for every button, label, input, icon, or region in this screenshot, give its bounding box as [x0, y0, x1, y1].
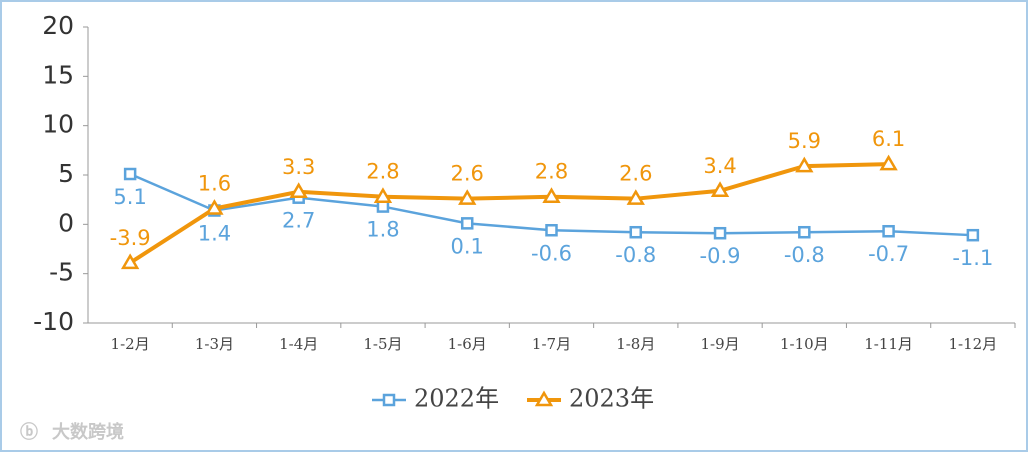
x-tick-label: 1-12月 — [949, 335, 998, 353]
point — [545, 224, 558, 237]
point — [798, 225, 811, 239]
point — [542, 187, 561, 203]
data-label: 2.6 — [451, 162, 484, 186]
point — [882, 224, 895, 238]
y-tick-label: 15 — [42, 60, 74, 89]
point — [205, 199, 224, 215]
data-label: 2.7 — [282, 209, 315, 233]
y-tick-label: -5 — [49, 258, 74, 287]
data-label: 1.8 — [366, 218, 399, 242]
y-tick-label: 5 — [58, 159, 74, 188]
point — [123, 167, 137, 181]
y-tick-label: -10 — [33, 307, 74, 336]
point — [458, 189, 477, 205]
x-tick-label: 1-4月 — [279, 335, 318, 353]
point — [289, 182, 308, 199]
data-label: 5.9 — [788, 129, 821, 153]
x-tick-label: 1-5月 — [363, 335, 402, 353]
data-label: 1.4 — [198, 222, 231, 246]
y-tick-label: 20 — [42, 11, 74, 40]
point — [710, 181, 730, 198]
point — [376, 200, 390, 213]
legend-label: 2023年 — [569, 385, 654, 413]
point — [373, 187, 393, 203]
x-tick-label: 1-6月 — [448, 335, 487, 353]
data-label: 2.6 — [619, 162, 652, 186]
data-label: -0.8 — [615, 243, 656, 267]
x-tick-label: 1-8月 — [616, 335, 655, 353]
x-tick-label: 1-9月 — [700, 335, 739, 353]
data-label: 2.8 — [366, 160, 399, 184]
watermark: 大数跨境 — [52, 421, 124, 443]
point — [382, 393, 396, 407]
point — [713, 226, 727, 240]
x-tick-label: 1-7月 — [532, 335, 571, 353]
point — [879, 154, 898, 171]
data-label: -3.9 — [110, 226, 151, 250]
point — [120, 253, 140, 270]
data-label: 2.8 — [535, 160, 568, 184]
watermark: ⓑ — [20, 421, 38, 443]
data-label: -0.7 — [868, 242, 909, 266]
data-label: 3.3 — [282, 155, 315, 179]
data-label: -0.9 — [700, 244, 741, 268]
data-label: 1.6 — [198, 172, 231, 196]
data-label: -0.6 — [531, 241, 572, 265]
x-tick-label: 1-3月 — [195, 335, 234, 353]
point — [629, 225, 643, 239]
x-tick-label: 1-10月 — [780, 335, 829, 353]
data-label: -0.8 — [784, 243, 825, 267]
x-tick-label: 1-2月 — [111, 335, 150, 353]
y-tick-label: 10 — [42, 110, 74, 139]
point — [795, 156, 814, 173]
data-label: -1.1 — [952, 246, 993, 270]
x-tick-label: 1-11月 — [864, 335, 913, 353]
data-label: 6.1 — [872, 127, 905, 151]
point — [626, 189, 645, 205]
data-label: 0.1 — [451, 234, 484, 258]
series-line — [129, 162, 889, 265]
point — [966, 228, 980, 242]
point — [534, 390, 554, 407]
y-tick-label: 0 — [58, 208, 74, 237]
data-label: 3.4 — [703, 154, 736, 178]
legend-label: 2022年 — [414, 385, 499, 413]
data-label: 5.1 — [113, 185, 146, 209]
point — [460, 217, 474, 230]
